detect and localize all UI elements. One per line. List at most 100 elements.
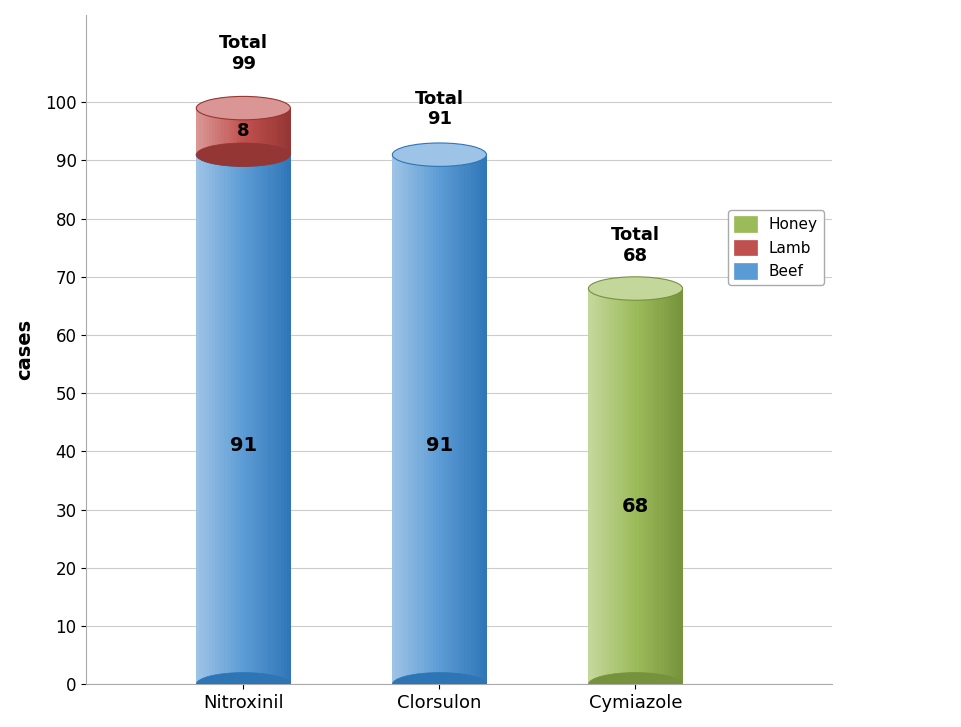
Bar xyxy=(262,155,265,684)
Bar xyxy=(402,155,405,684)
Bar xyxy=(268,108,272,155)
Bar xyxy=(224,108,228,155)
Bar xyxy=(395,155,399,684)
Bar xyxy=(246,155,250,684)
Bar xyxy=(228,155,231,684)
Bar xyxy=(417,155,421,684)
Bar xyxy=(470,155,474,684)
Ellipse shape xyxy=(392,672,486,696)
Bar xyxy=(240,155,243,684)
Bar xyxy=(231,155,234,684)
Bar xyxy=(455,155,458,684)
Bar xyxy=(464,155,468,684)
Bar xyxy=(215,155,218,684)
Text: 91: 91 xyxy=(230,436,257,455)
Bar xyxy=(591,289,595,684)
Bar xyxy=(271,155,275,684)
Bar xyxy=(477,155,480,684)
Bar xyxy=(432,155,436,684)
Bar xyxy=(449,155,452,684)
Bar xyxy=(211,155,215,684)
Bar xyxy=(474,155,477,684)
Bar xyxy=(638,289,642,684)
Bar xyxy=(656,289,660,684)
Bar xyxy=(613,289,616,684)
Bar xyxy=(407,155,411,684)
Bar xyxy=(601,289,604,684)
Bar xyxy=(609,289,613,684)
Bar xyxy=(673,289,676,684)
Y-axis label: cases: cases xyxy=(15,319,34,380)
Bar xyxy=(616,289,620,684)
Bar xyxy=(480,155,483,684)
Text: Total
68: Total 68 xyxy=(610,226,659,265)
Bar xyxy=(234,108,237,155)
Bar xyxy=(423,155,427,684)
Bar xyxy=(669,289,673,684)
Bar xyxy=(221,108,225,155)
Bar xyxy=(265,108,268,155)
Bar xyxy=(196,108,200,155)
Bar xyxy=(243,108,247,155)
Bar xyxy=(206,108,209,155)
Bar xyxy=(606,289,610,684)
Bar xyxy=(641,289,645,684)
Bar xyxy=(249,108,253,155)
Bar xyxy=(452,155,455,684)
Bar xyxy=(218,108,222,155)
Bar xyxy=(623,289,626,684)
Ellipse shape xyxy=(196,672,290,696)
Bar xyxy=(256,155,259,684)
Bar xyxy=(259,108,262,155)
Ellipse shape xyxy=(588,277,682,300)
Bar xyxy=(626,289,628,684)
Bar xyxy=(253,155,256,684)
Bar xyxy=(631,289,635,684)
Ellipse shape xyxy=(196,97,290,120)
Bar xyxy=(281,108,284,155)
Bar xyxy=(256,108,259,155)
Bar xyxy=(588,289,591,684)
Bar xyxy=(442,155,446,684)
Legend: Honey, Lamb, Beef: Honey, Lamb, Beef xyxy=(727,210,823,286)
Ellipse shape xyxy=(196,143,290,166)
Bar xyxy=(218,155,222,684)
Bar xyxy=(457,155,461,684)
Bar xyxy=(660,289,663,684)
Bar xyxy=(439,155,442,684)
Bar xyxy=(246,108,250,155)
Bar xyxy=(236,108,240,155)
Text: 8: 8 xyxy=(236,122,249,140)
Bar xyxy=(275,108,278,155)
Bar xyxy=(199,155,203,684)
Bar xyxy=(604,289,607,684)
Bar xyxy=(410,155,414,684)
Bar xyxy=(628,289,632,684)
Bar xyxy=(651,289,654,684)
Bar xyxy=(240,108,243,155)
Bar xyxy=(228,108,231,155)
Bar xyxy=(196,155,200,684)
Bar xyxy=(414,155,417,684)
Bar xyxy=(678,289,682,684)
Bar xyxy=(287,108,290,155)
Bar xyxy=(259,155,262,684)
Bar xyxy=(236,155,240,684)
Bar xyxy=(215,108,218,155)
Bar xyxy=(268,155,272,684)
Bar xyxy=(430,155,433,684)
Ellipse shape xyxy=(196,143,290,166)
Bar xyxy=(281,155,284,684)
Bar xyxy=(283,155,287,684)
Bar xyxy=(420,155,424,684)
Bar xyxy=(278,155,281,684)
Bar xyxy=(265,155,268,684)
Text: Total
91: Total 91 xyxy=(414,89,463,129)
Bar xyxy=(427,155,430,684)
Bar xyxy=(275,155,278,684)
Bar xyxy=(648,289,651,684)
Ellipse shape xyxy=(392,143,486,166)
Bar xyxy=(199,108,203,155)
Bar xyxy=(653,289,657,684)
Bar xyxy=(663,289,667,684)
